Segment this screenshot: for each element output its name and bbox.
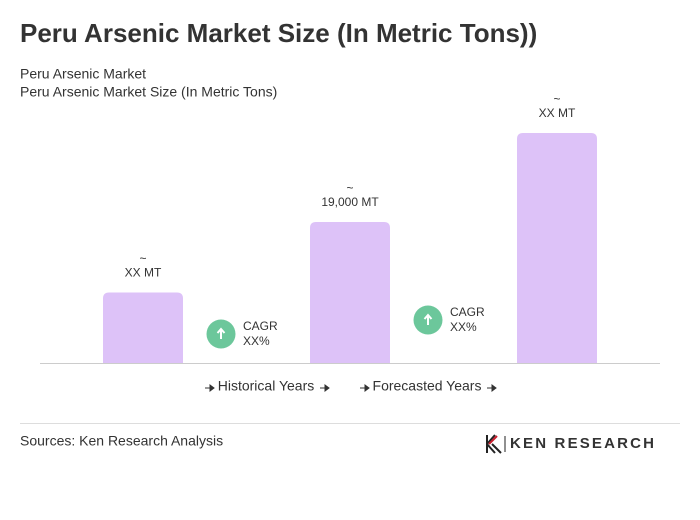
arrow-icon: [205, 384, 215, 392]
subtitle: Peru Arsenic Market Size (In Metric Tons…: [20, 84, 277, 100]
value-label: XX MT: [125, 266, 162, 280]
arrow-icon: [487, 384, 497, 392]
chart-title: Peru Arsenic Market Size (In Metric Tons…: [20, 18, 537, 48]
cagr-label: CAGR: [243, 319, 278, 333]
bar: [517, 133, 597, 363]
cagr-label: CAGR: [450, 305, 485, 319]
source: Sources: Ken Research Analysis: [20, 433, 223, 449]
subtitle: Peru Arsenic Market: [20, 66, 146, 82]
bar: [103, 292, 183, 363]
approx-mark: ~: [139, 252, 146, 266]
logo-icon: [486, 434, 502, 454]
value-label: XX MT: [539, 106, 576, 120]
cagr-arrow: [423, 313, 433, 325]
value-label: 19,000 MT: [321, 195, 379, 209]
arrow-icons: [205, 384, 497, 392]
period-label: Historical Years: [218, 378, 315, 394]
bar: [310, 222, 390, 363]
arrow-icon: [360, 384, 370, 392]
approx-mark: ~: [553, 92, 560, 106]
logo-accent: [488, 435, 498, 445]
brand-logo: KEN RESEARCH: [486, 434, 654, 454]
approx-mark: ~: [346, 181, 353, 195]
period-label: Forecasted Years: [373, 378, 482, 394]
brand-name: KEN RESEARCH: [510, 435, 654, 452]
cagr-arrow: [216, 327, 226, 339]
cagr-value: XX%: [243, 334, 270, 348]
arrow-icon: [320, 384, 330, 392]
cagr-value: XX%: [450, 320, 477, 334]
